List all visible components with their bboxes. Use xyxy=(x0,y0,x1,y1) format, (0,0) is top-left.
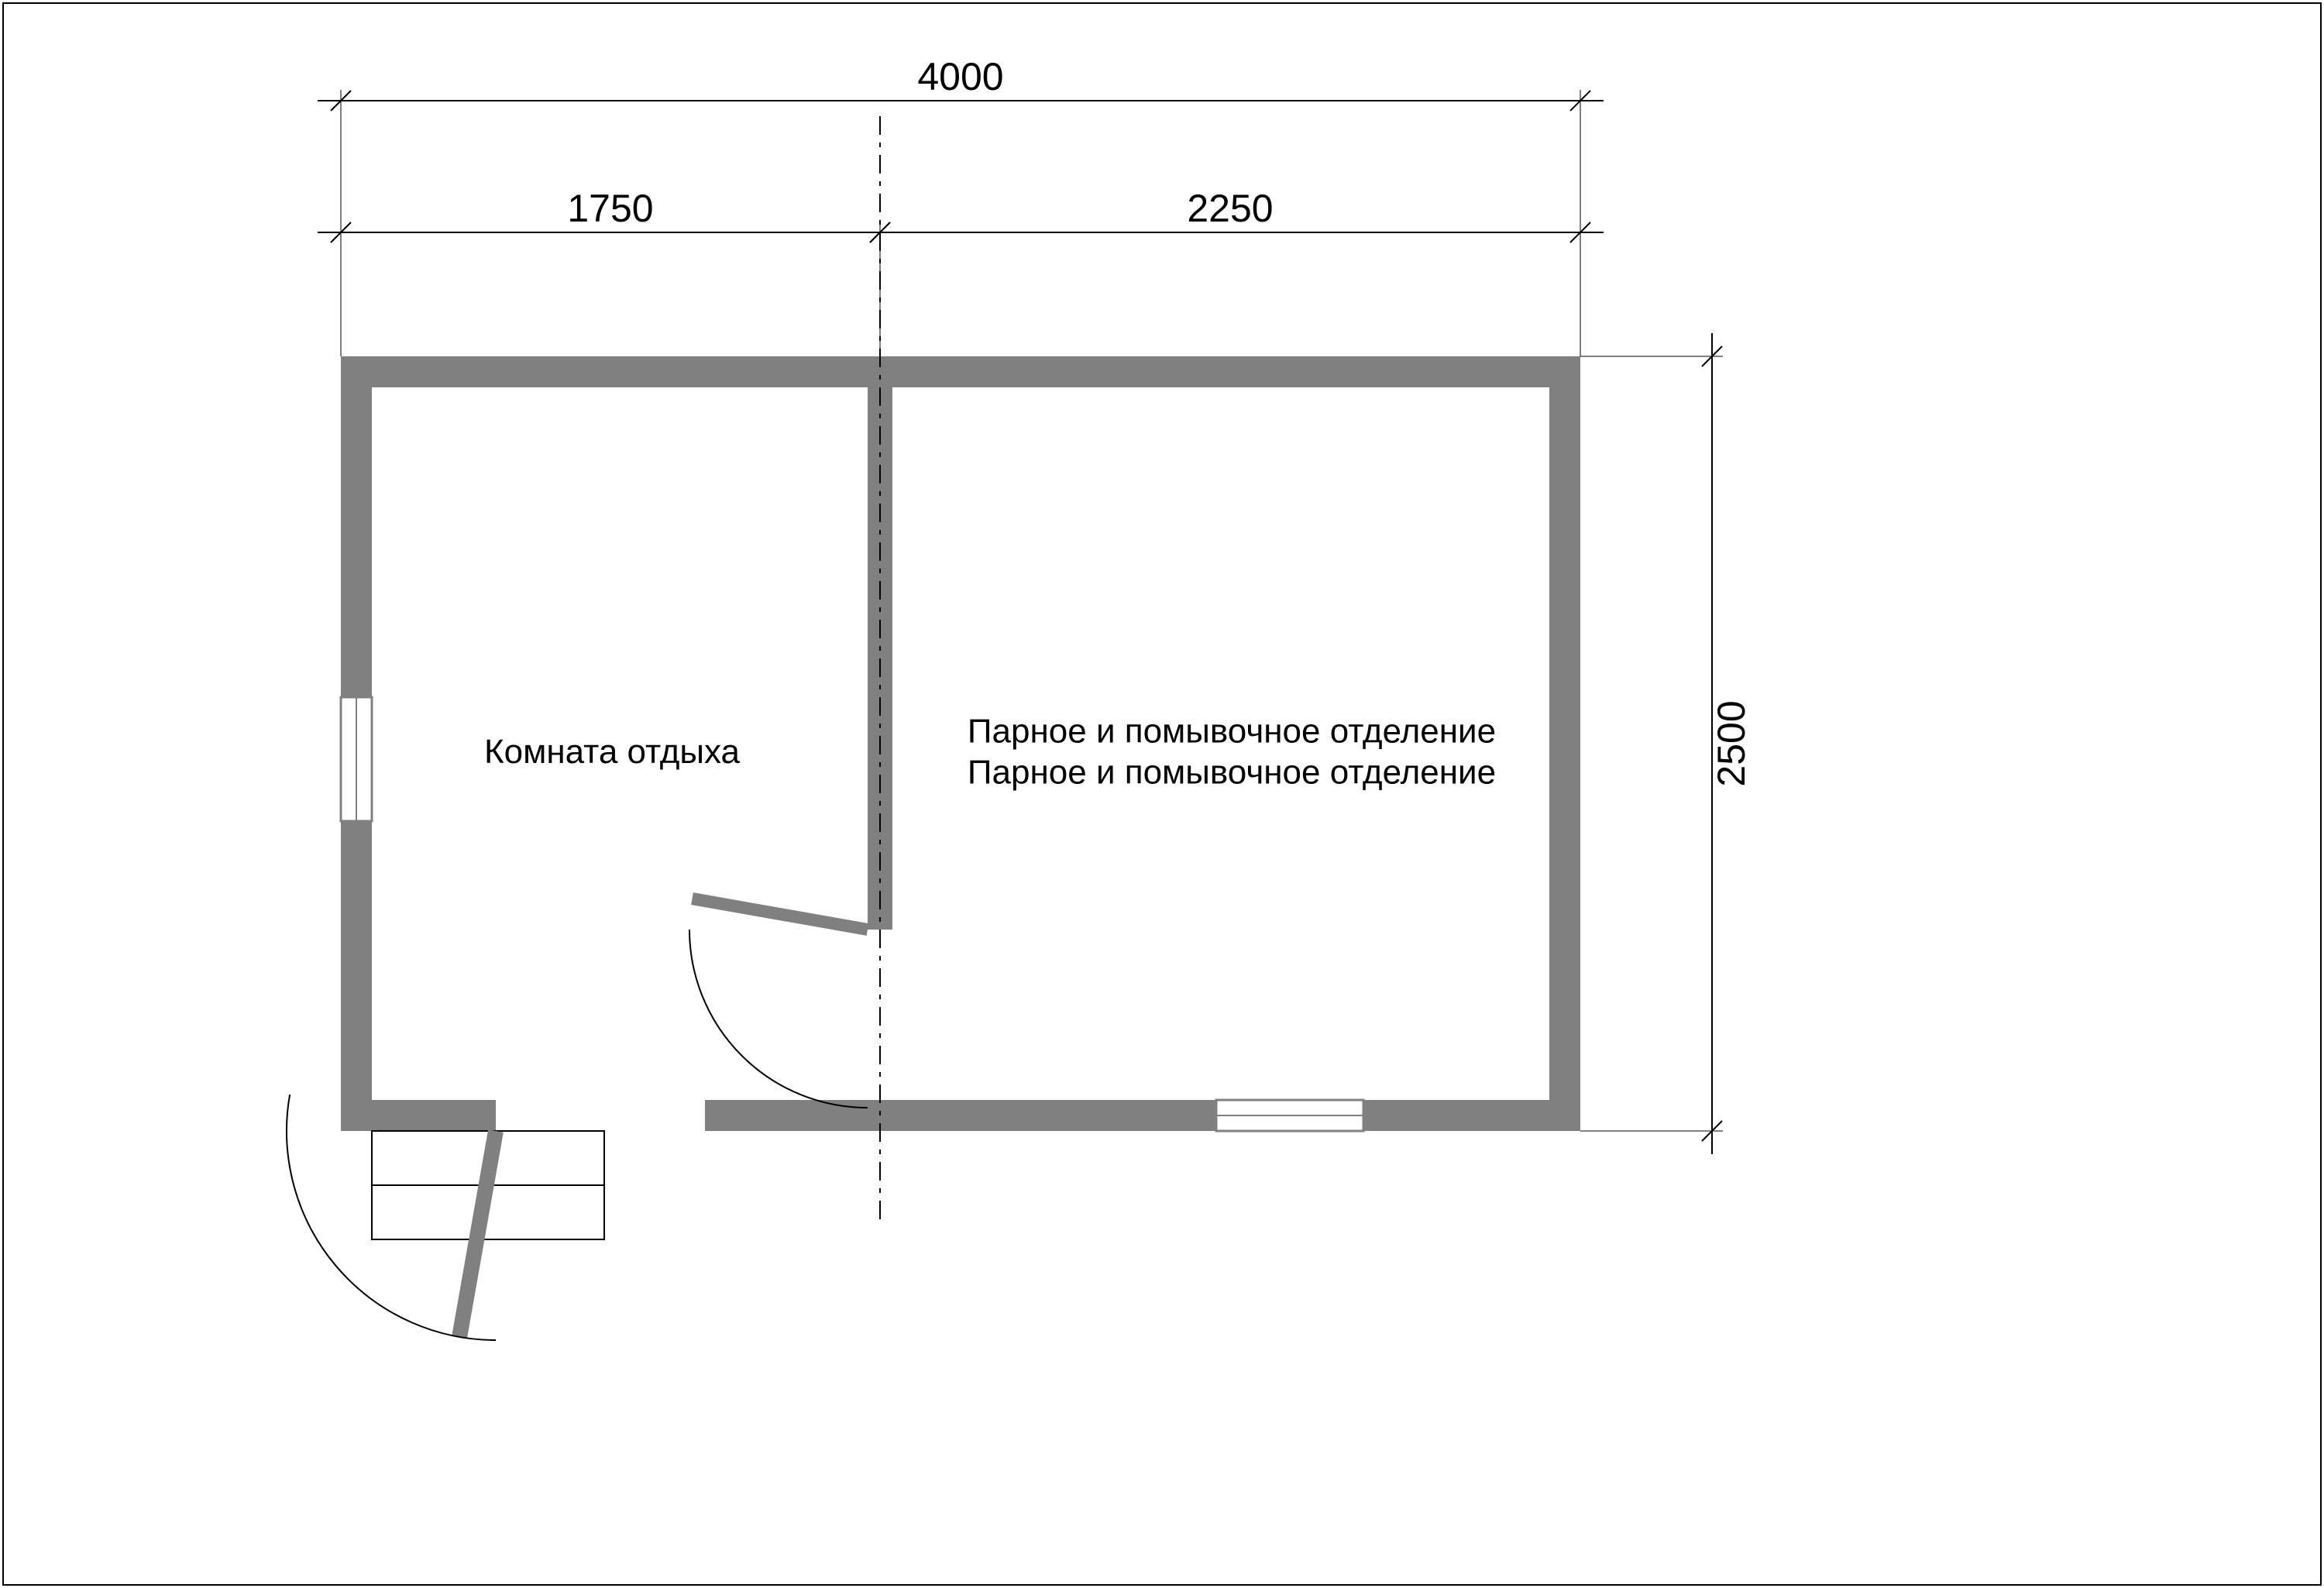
dimension: 2250 xyxy=(857,187,1604,242)
dimension-value: 2500 xyxy=(1710,700,1753,786)
room-label-text: Комната отдыха xyxy=(484,733,741,771)
dimension: 2500 xyxy=(1580,333,1753,1154)
dimension: 1750 xyxy=(318,187,903,242)
room-label-rest: Комната отдыха xyxy=(484,733,741,771)
dimension-value: 1750 xyxy=(567,187,653,230)
dimension-value: 2250 xyxy=(1187,187,1273,230)
room-label-text: Парное и помывочное отделение xyxy=(968,753,1496,791)
dimension-value: 4000 xyxy=(917,55,1003,98)
room-label-steam: Парное и помывочное отделениеПарное и по… xyxy=(968,713,1496,792)
dimension: 4000 xyxy=(318,55,1604,356)
room-label-text: Парное и помывочное отделение xyxy=(968,713,1496,751)
interior-door xyxy=(689,899,868,1108)
